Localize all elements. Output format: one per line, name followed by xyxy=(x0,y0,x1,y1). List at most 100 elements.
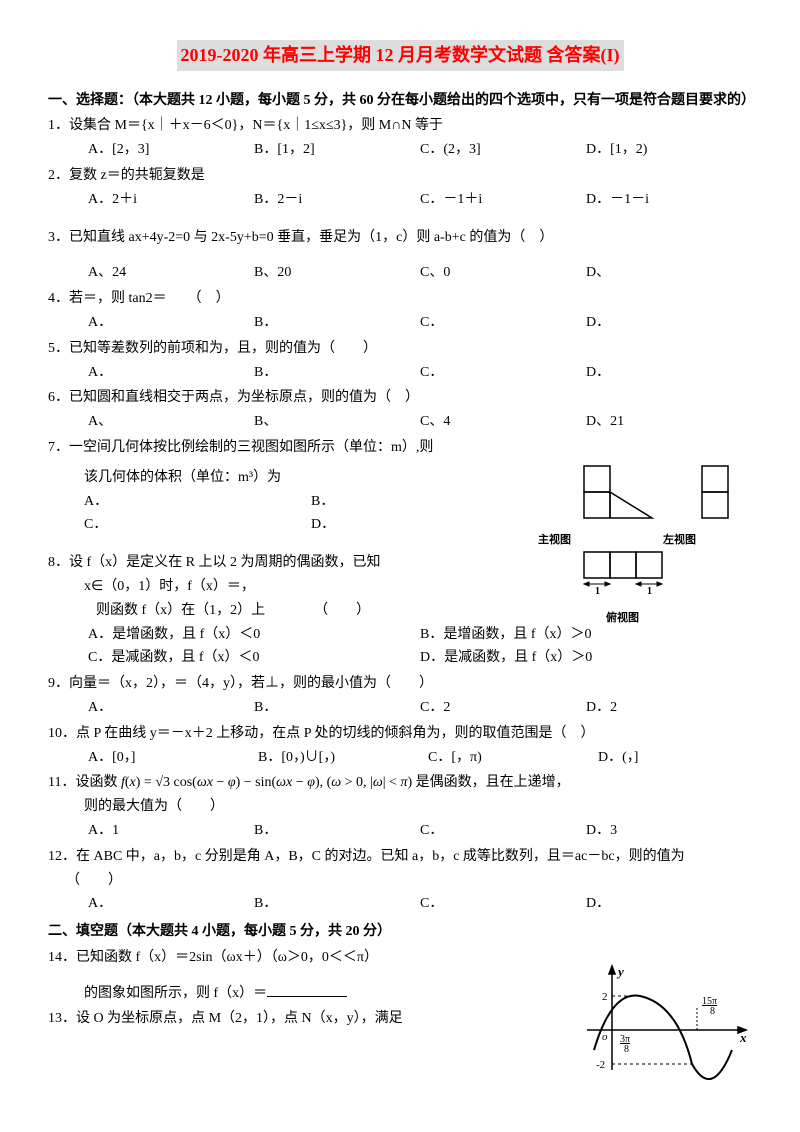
svg-text:-2: -2 xyxy=(596,1059,605,1071)
q3: 3．已知直线 ax+4y-2=0 与 2x-5y+b=0 垂直，垂足为（1，c）… xyxy=(48,226,752,250)
q10-opt-d: D．(，] xyxy=(598,746,748,770)
q2-opt-c: C．－1＋i xyxy=(420,188,586,212)
q4-opt-d: D． xyxy=(586,311,752,335)
q14-line2-text: 的图象如图所示，则 f（x）＝ xyxy=(84,986,267,1001)
q6-opt-a: A、 xyxy=(88,410,254,434)
section-2-heading: 二、填空题（本大题共 4 小题，每小题 5 分，共 20 分） xyxy=(48,920,752,944)
q2: 2．复数 z＝的共轭复数是 xyxy=(48,164,752,188)
q11-line2: 则的最大值为（ ） xyxy=(48,795,752,819)
q8-line1: x∈（0，1）时，f（x）＝， xyxy=(48,575,538,599)
q10-options: A．[0，] B．[0，)∪[，) C．[，π) D．(，] xyxy=(48,746,752,770)
q11-formula: f(x) = √3 cos(ωx − φ) − sin(ωx − φ), (ω … xyxy=(121,775,412,790)
q11-tail: 是偶函数，且在上递增， xyxy=(416,775,570,790)
sine-graph-figure: y x 2 -2 o 3π 8 15π 8 xyxy=(582,960,752,1089)
svg-text:8: 8 xyxy=(710,1006,715,1017)
q7-opt-d: D． xyxy=(311,513,538,537)
section-1-heading: 一、选择题：（本大题共 12 小题，每小题 5 分，共 60 分在每小题给出的四… xyxy=(48,89,752,113)
q8-opt-d: D．是减函数，且 f（x）＞0 xyxy=(420,646,752,670)
q4-options: A． B． C． D． xyxy=(48,311,752,335)
q3-opt-c: C、0 xyxy=(420,261,586,285)
q10-opt-c: C．[，π) xyxy=(428,746,578,770)
svg-text:2: 2 xyxy=(602,991,608,1003)
q2-opt-a: A．2＋i xyxy=(88,188,254,212)
q12-options: A． B． C． D． xyxy=(48,892,752,916)
q11-opt-d: D．3 xyxy=(586,819,752,843)
q3-opt-d: D、 xyxy=(586,261,752,285)
q6-opt-c: C、4 xyxy=(420,410,586,434)
q4-opt-a: A． xyxy=(88,311,254,335)
sine-svg: y x 2 -2 o 3π 8 15π 8 xyxy=(582,960,752,1080)
q5-opt-d: D． xyxy=(586,361,752,385)
q1-opt-b: B．[1，2] xyxy=(254,138,420,162)
q1-opt-a: A．[2，3] xyxy=(88,138,254,162)
q6-options: A、 B、 C、4 D、21 xyxy=(48,410,752,434)
q2-options: A．2＋i B．2－i C．－1＋i D．－1－i xyxy=(48,188,752,212)
q7-line: 该几何体的体积（单位：m³）为 xyxy=(48,466,538,490)
q10-opt-a: A．[0，] xyxy=(88,746,238,770)
dim-1b: 1 xyxy=(647,586,652,597)
q6-opt-d: D、21 xyxy=(586,410,752,434)
page-title: 2019-2020 年高三上学期 12 月月考数学文试题 含答案(I) xyxy=(177,40,624,71)
q9-options: A． B． C．2 D．2 xyxy=(48,696,752,720)
q2-opt-d: D．－1－i xyxy=(586,188,752,212)
q12-opt-b: B． xyxy=(254,892,420,916)
q3-opt-b: B、20 xyxy=(254,261,420,285)
q4: 4．若＝，则 tan2＝ （ ） xyxy=(48,287,752,311)
q14-line2: 的图象如图所示，则 f（x）＝ xyxy=(48,982,528,1006)
q13: 13．设 O 为坐标原点，点 M（2，1），点 N（x，y），满足 xyxy=(48,1007,528,1031)
q4-opt-b: B． xyxy=(254,311,420,335)
q5: 5．已知等差数列的前项和为，且，则的值为（ ） xyxy=(48,337,752,361)
q6: 6．已知圆和直线相交于两点，为坐标原点，则的值为（ ） xyxy=(48,386,752,410)
q10-opt-b: B．[0，)∪[，) xyxy=(258,746,408,770)
label-left-view: 左视图 xyxy=(663,531,696,550)
q1-opt-c: C．(2，3] xyxy=(420,138,586,162)
q6-opt-b: B、 xyxy=(254,410,420,434)
q11-opt-c: C． xyxy=(420,819,586,843)
q8-line2: 则函数 f（x）在（1，2）上 （ ） xyxy=(48,599,538,623)
label-top-view: 俯视图 xyxy=(606,609,752,628)
q12-opt-a: A． xyxy=(88,892,254,916)
svg-text:x: x xyxy=(739,1030,747,1045)
q9-opt-d: D．2 xyxy=(586,696,752,720)
q1: 1．设集合 M＝{x｜＋x－6＜0}，N＝{x｜1≤x≤3}，则 M∩N 等于 xyxy=(48,114,752,138)
three-view-svg: 1 1 xyxy=(572,462,752,602)
q12-opt-c: C． xyxy=(420,892,586,916)
q4-opt-c: C． xyxy=(420,311,586,335)
q7-opt-c: C． xyxy=(84,513,311,537)
q5-options: A． B． C． D． xyxy=(48,361,752,385)
q7-options-2: C． D． xyxy=(48,513,538,537)
q5-opt-b: B． xyxy=(254,361,420,385)
q7-opt-b: B． xyxy=(311,490,538,514)
svg-text:8: 8 xyxy=(624,1044,629,1055)
q1-options: A．[2，3] B．[1，2] C．(2，3] D．[1，2) xyxy=(48,138,752,162)
q9: 9．向量＝（x，2），＝（4，y），若⊥，则的最小值为（ ） xyxy=(48,672,752,696)
q11-opt-b: B． xyxy=(254,819,420,843)
three-view-figure: 1 1 主视图 左视图 俯视图 xyxy=(572,462,752,628)
q9-opt-a: A． xyxy=(88,696,254,720)
q7-options-1: A． B． xyxy=(48,490,538,514)
label-main-view: 主视图 xyxy=(538,531,571,550)
q7-opt-a: A． xyxy=(84,490,311,514)
q11: 11．设函数 f(x) = √3 cos(ωx − φ) − sin(ωx − … xyxy=(48,771,752,795)
q10: 10．点 P 在曲线 y＝－x＋2 上移动，在点 P 处的切线的倾斜角为，则的取… xyxy=(48,722,752,746)
q12-opt-d: D． xyxy=(586,892,752,916)
svg-text:y: y xyxy=(616,964,624,979)
svg-text:o: o xyxy=(602,1031,608,1043)
q11-opt-a: A．1 xyxy=(88,819,254,843)
q8-opt-c: C．是减函数，且 f（x）＜0 xyxy=(88,646,420,670)
q3-options: A、24 B、20 C、0 D、 xyxy=(48,261,752,285)
q3-opt-a: A、24 xyxy=(88,261,254,285)
q1-opt-d: D．[1，2) xyxy=(586,138,752,162)
q11-options: A．1 B． C． D．3 xyxy=(48,819,752,843)
q5-opt-c: C． xyxy=(420,361,586,385)
fill-blank xyxy=(267,983,347,997)
q11-prefix: 11．设函数 xyxy=(48,775,117,790)
dim-1a: 1 xyxy=(595,586,600,597)
q14: 14．已知函数 f（x）＝2sin（ωx＋）（ω＞0，0＜＜π） xyxy=(48,946,528,970)
q7: 7．一空间几何体按比例绘制的三视图如图所示（单位：m）,则 xyxy=(48,436,538,460)
q2-opt-b: B．2－i xyxy=(254,188,420,212)
q9-opt-b: B． xyxy=(254,696,420,720)
q12: 12．在 ABC 中，a，b，c 分别是角 A，B，C 的对边。已知 a，b，c… xyxy=(48,845,752,893)
q5-opt-a: A． xyxy=(88,361,254,385)
q8-opt-a: A．是增函数，且 f（x）＜0 xyxy=(88,623,420,647)
